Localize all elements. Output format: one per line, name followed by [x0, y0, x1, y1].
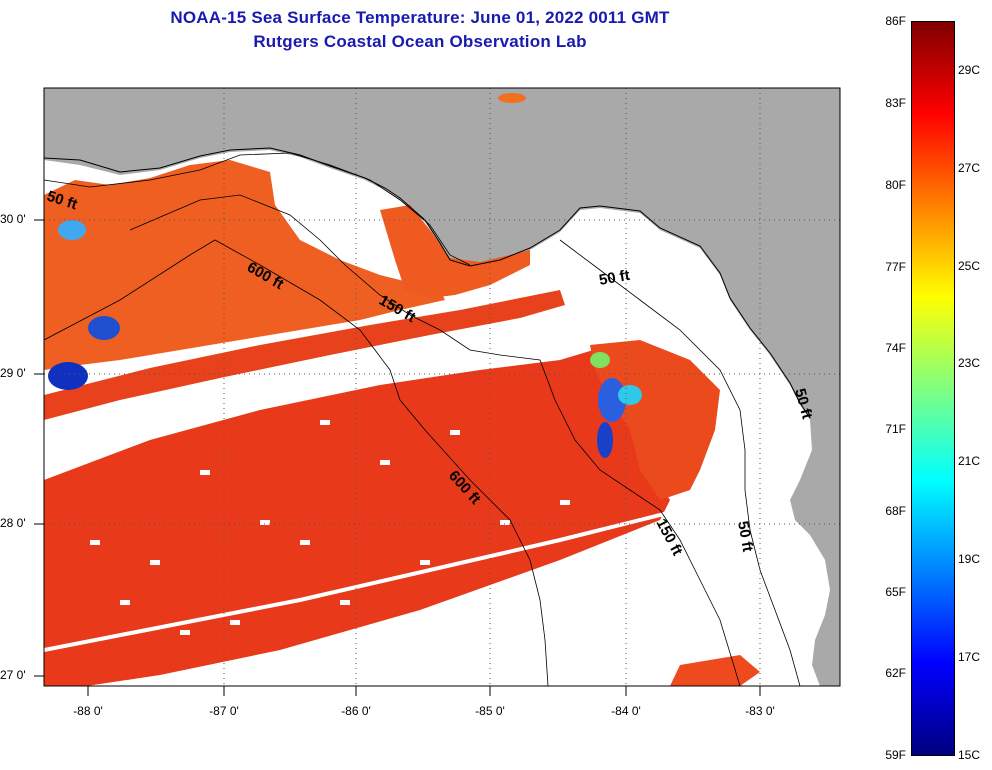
- lon-label: -83 0': [745, 704, 775, 718]
- warm-islet: [498, 93, 526, 103]
- coastline: [44, 147, 811, 419]
- colorbar-c-label: 21C: [958, 454, 981, 468]
- cold-patch-east-2: [597, 422, 613, 458]
- cloud-dashes: [90, 420, 570, 635]
- colorbar-c-label: 29C: [958, 63, 981, 77]
- colorbar-f-label: 80F: [885, 178, 906, 192]
- colorbar-f-label: 83F: [885, 96, 906, 110]
- contour-50ft-east: [559, 239, 801, 686]
- colorbar-c-label: 25C: [958, 259, 981, 273]
- lat-label: 30 0': [0, 212, 26, 226]
- temperature-colorbar: [911, 21, 955, 756]
- colorbar-f-label: 65F: [885, 585, 906, 599]
- sst-east-patch: [590, 340, 720, 500]
- green-patch-east: [590, 352, 610, 368]
- lon-label: -87 0': [209, 704, 239, 718]
- lon-label: -86 0': [341, 704, 371, 718]
- map-title: NOAA-15 Sea Surface Temperature: June 01…: [170, 8, 670, 27]
- contour-label: 50 ft: [598, 267, 631, 289]
- swath-gap: [44, 508, 681, 652]
- contour-150ft: [129, 194, 741, 686]
- contour-600ft: [44, 239, 549, 686]
- colorbar-c-label: 27C: [958, 161, 981, 175]
- cold-eddy-2: [88, 316, 120, 340]
- contour-label: 50 ft: [734, 520, 756, 553]
- colorbar-c-label: 19C: [958, 552, 981, 566]
- lat-label: 29 0': [0, 366, 26, 380]
- colorbar-f-label: 68F: [885, 504, 906, 518]
- colorbar-f-label: 77F: [885, 260, 906, 274]
- ticks: [34, 219, 761, 696]
- colorbar-c-label: 17C: [958, 650, 981, 664]
- cold-patch-west: [58, 220, 86, 240]
- cold-patch-east: [598, 378, 626, 422]
- colorbar-f-label: 59F: [885, 748, 906, 762]
- colorbar-f-label: 74F: [885, 341, 906, 355]
- colorbar-c-label: 23C: [958, 356, 981, 370]
- map-subtitle: Rutgers Coastal Ocean Observation Lab: [253, 32, 587, 51]
- lat-label: 27 0': [0, 668, 26, 682]
- lon-label: -88 0': [73, 704, 103, 718]
- sst-swath-main: [44, 345, 670, 686]
- cold-eddy-1: [48, 362, 88, 390]
- sst-swath-upper: [44, 290, 565, 420]
- colorbar-f-label: 71F: [885, 422, 906, 436]
- lat-label: 28 0': [0, 516, 26, 530]
- cyan-patch-east: [618, 385, 642, 405]
- colorbar-f-label: 86F: [885, 14, 906, 28]
- colorbar-c-label: 15C: [958, 748, 981, 762]
- sst-north-coastal: [44, 160, 445, 370]
- map-frame: [43, 87, 841, 687]
- lon-label: -84 0': [611, 704, 641, 718]
- sst-bay-area: [380, 205, 530, 298]
- colorbar-f-label: 62F: [885, 666, 906, 680]
- lon-label: -85 0': [475, 704, 505, 718]
